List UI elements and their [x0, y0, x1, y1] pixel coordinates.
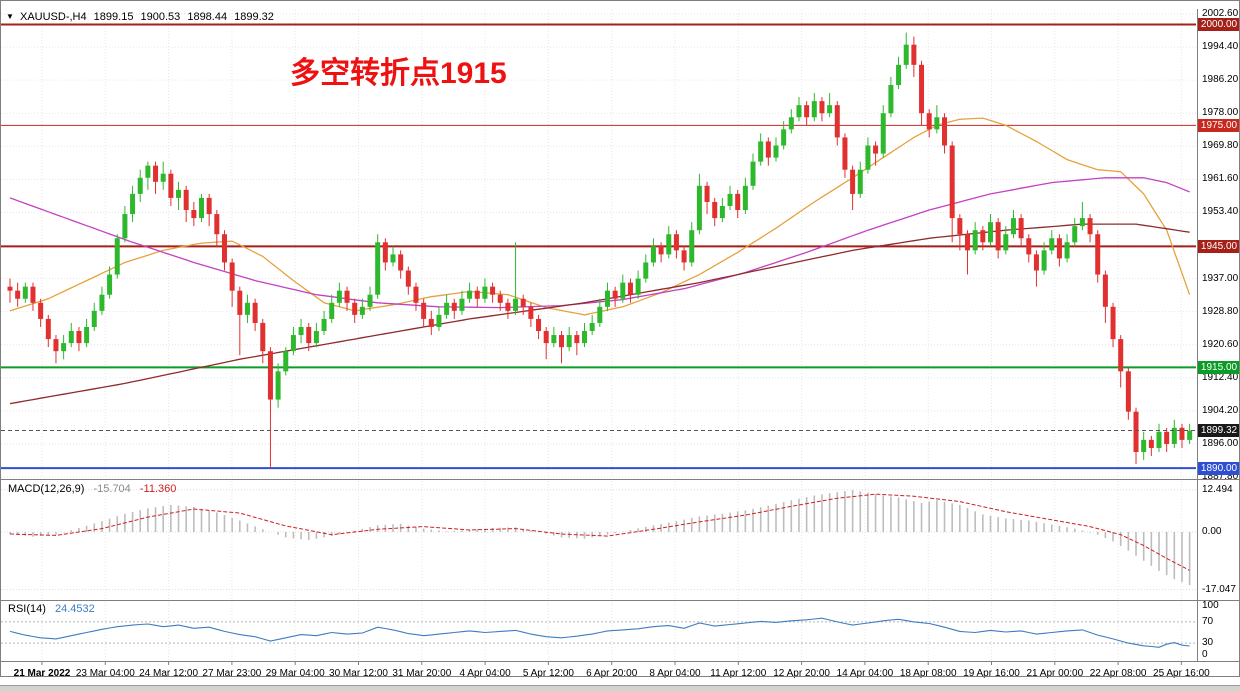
rsi-scale-label: 70 [1202, 615, 1214, 627]
price-level-tag: 1975.00 [1198, 118, 1240, 132]
time-axis-label: 31 Mar 20:00 [392, 668, 451, 679]
time-axis-label: 22 Apr 08:00 [1090, 668, 1147, 679]
price-scale-label: 1969.80 [1202, 140, 1239, 152]
panel-separator-timeaxis [0, 661, 1239, 662]
price-scale-label: 1896.00 [1202, 437, 1239, 449]
macd-histogram [9, 490, 1191, 586]
price-scale-label: 1904.20 [1202, 404, 1239, 416]
ma-line-fast [9, 117, 1191, 316]
grid-lines [1, 10, 1196, 660]
time-axis-label: 29 Mar 04:00 [266, 668, 325, 679]
price-scale-label: 1928.80 [1202, 305, 1239, 317]
price-scale-label: 1912.40 [1202, 371, 1239, 383]
panel-separator-rsi[interactable] [0, 600, 1239, 601]
time-axis-label: 21 Apr 00:00 [1026, 668, 1083, 679]
price-level-tag: 1945.00 [1198, 239, 1240, 253]
panel-separator-macd[interactable] [0, 479, 1239, 480]
time-axis-label: 23 Mar 04:00 [76, 668, 135, 679]
symbol-period-label: XAUUSD-,H4 [19, 11, 87, 23]
price-scale-label: 1920.60 [1202, 338, 1239, 350]
current-price-tag: 1899.32 [1198, 424, 1240, 438]
price-scale-label: 1986.20 [1202, 74, 1239, 86]
price-scale-label: 2002.60 [1202, 8, 1239, 20]
price-scale-label: 1961.60 [1202, 173, 1239, 185]
time-axis-label: 11 Apr 12:00 [710, 668, 766, 679]
time-axis-label: 25 Apr 16:00 [1153, 668, 1210, 679]
time-axis-label: 30 Mar 12:00 [329, 668, 388, 679]
macd-name: MACD(12,26,9) [8, 483, 85, 495]
macd-signal-line [9, 493, 1190, 571]
rsi-value: 24.4532 [54, 603, 95, 615]
time-axis-label: 24 Mar 12:00 [139, 668, 198, 679]
rsi-scale-label: 0 [1202, 649, 1208, 660]
time-axis-label: 5 Apr 12:00 [523, 668, 575, 679]
price-level-lines[interactable] [1, 23, 1196, 470]
price-scale-label: 1953.40 [1202, 206, 1239, 218]
ohlc-open-value: 1899.15 [93, 11, 134, 23]
price-scale-axis[interactable]: 2002.60 1994.40 1986.20 1978.00 1969.80 1961.… [1197, 8, 1240, 661]
ohlc-high-value: 1900.53 [140, 11, 181, 23]
chart-symbol-header: ▼ XAUUSD-,H4 1899.15 1900.53 1898.44 189… [6, 11, 278, 23]
macd-scale-label: 12.494 [1202, 483, 1233, 495]
macd-scale-label: -17.047 [1202, 583, 1236, 595]
time-axis-label: 8 Apr 04:00 [649, 668, 701, 679]
price-level-tag: 2000.00 [1198, 18, 1240, 31]
macd-indicator-label: MACD(12,26,9) -15.704 -11.360 [8, 483, 182, 495]
macd-signal-value: -11.360 [139, 483, 177, 495]
rsi-scale-label: 30 [1202, 637, 1214, 649]
time-axis-label: 27 Mar 23:00 [202, 668, 261, 679]
time-axis-label: 18 Apr 08:00 [900, 668, 957, 679]
one-click-trading-collapse-icon[interactable]: ▼ [6, 12, 14, 21]
macd-main-value: -15.704 [93, 483, 131, 495]
time-axis-label: 12 Apr 20:00 [773, 668, 830, 679]
price-scale-label: 1994.40 [1202, 41, 1239, 53]
price-level-tag: 1915.00 [1198, 360, 1240, 374]
time-axis-label: 6 Apr 20:00 [586, 668, 638, 679]
price-scale-label: 1937.00 [1202, 272, 1239, 284]
price-scale-label: 1887.80 [1202, 471, 1239, 482]
window-bottom-strip [0, 685, 1240, 692]
time-axis-label: 21 Mar 2022 [14, 668, 71, 679]
rsi-scale-label: 100 [1202, 600, 1219, 611]
rsi-name: RSI(14) [8, 603, 46, 615]
candlestick-series[interactable] [7, 32, 1193, 469]
price-level-tag: 1890.00 [1198, 461, 1240, 475]
chart-annotation-text: 多空转折点1915 [290, 57, 507, 90]
rsi-line [9, 617, 1190, 648]
time-axis-label: 14 Apr 04:00 [837, 668, 894, 679]
ohlc-close-value: 1899.32 [234, 11, 274, 23]
price-scale-label: 1978.00 [1202, 107, 1239, 119]
rsi-indicator-label: RSI(14) 24.4532 [8, 603, 101, 615]
macd-scale-label: 0.00 [1202, 526, 1222, 537]
time-axis-label: 4 Apr 04:00 [460, 668, 512, 679]
ohlc-low-value: 1898.44 [187, 11, 228, 23]
time-axis-label: 19 Apr 16:00 [963, 668, 1020, 679]
time-axis[interactable]: 21 Mar 2022 23 Mar 04:00 24 Mar 12:00 27 Ma… [14, 661, 1211, 680]
